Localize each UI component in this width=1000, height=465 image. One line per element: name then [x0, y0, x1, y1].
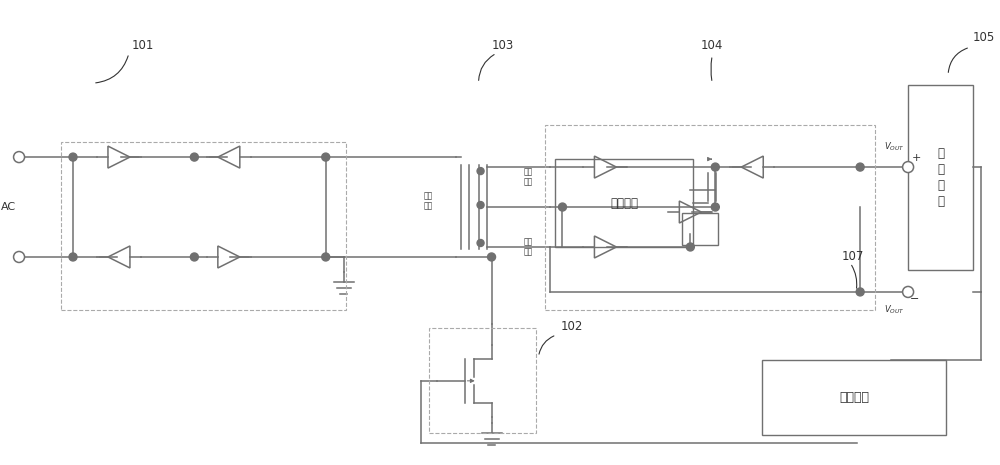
Text: 105: 105: [973, 31, 995, 44]
Circle shape: [69, 253, 77, 261]
Circle shape: [477, 239, 484, 246]
Text: 次级
绕组: 次级 绕组: [524, 237, 533, 257]
Text: 初级
绕组: 初级 绕组: [424, 191, 433, 211]
Circle shape: [711, 203, 719, 211]
Bar: [908, 85, 973, 270]
Circle shape: [856, 288, 864, 296]
Circle shape: [558, 203, 566, 211]
Text: AC: AC: [1, 202, 16, 212]
Circle shape: [190, 153, 198, 161]
Circle shape: [686, 243, 694, 251]
Text: 控制单元: 控制单元: [839, 391, 869, 404]
Bar: [555, 159, 693, 247]
Text: +: +: [911, 153, 921, 163]
Circle shape: [488, 253, 496, 261]
Text: 107: 107: [842, 251, 865, 264]
Circle shape: [477, 201, 484, 208]
Text: −: −: [909, 294, 919, 304]
Text: $V_{OUT}$: $V_{OUT}$: [884, 141, 905, 153]
Text: 101: 101: [132, 39, 154, 52]
Circle shape: [190, 253, 198, 261]
Circle shape: [903, 161, 914, 173]
Circle shape: [14, 252, 25, 262]
Bar: [682, 213, 718, 245]
Circle shape: [903, 286, 914, 298]
Circle shape: [14, 152, 25, 163]
Bar: [762, 360, 946, 435]
Bar: [429, 328, 536, 433]
Circle shape: [856, 163, 864, 171]
Text: 102: 102: [560, 320, 583, 333]
Text: 充
电
接
口: 充 电 接 口: [937, 147, 944, 208]
Text: 104: 104: [701, 39, 723, 52]
Bar: [545, 125, 875, 310]
Circle shape: [322, 253, 330, 261]
Bar: [61, 142, 346, 310]
Circle shape: [69, 153, 77, 161]
Circle shape: [322, 153, 330, 161]
Text: $V_{OUT}$: $V_{OUT}$: [884, 304, 905, 316]
Circle shape: [711, 163, 719, 171]
Text: 控制模块: 控制模块: [610, 197, 638, 210]
Text: 次级
绕组: 次级 绕组: [524, 167, 533, 187]
Circle shape: [477, 167, 484, 174]
Text: 103: 103: [491, 39, 514, 52]
